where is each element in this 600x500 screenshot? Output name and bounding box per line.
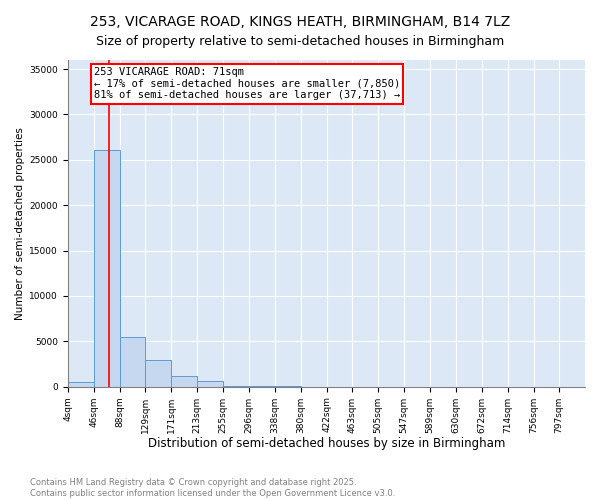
Bar bbox=[94, 150, 119, 386]
X-axis label: Distribution of semi-detached houses by size in Birmingham: Distribution of semi-detached houses by … bbox=[148, 437, 505, 450]
Bar bbox=[171, 376, 197, 386]
Text: 253, VICARAGE ROAD, KINGS HEATH, BIRMINGHAM, B14 7LZ: 253, VICARAGE ROAD, KINGS HEATH, BIRMING… bbox=[90, 15, 510, 29]
Text: Size of property relative to semi-detached houses in Birmingham: Size of property relative to semi-detach… bbox=[96, 35, 504, 48]
Bar bbox=[119, 337, 145, 386]
Bar bbox=[197, 382, 223, 386]
Bar bbox=[145, 360, 171, 386]
Bar bbox=[68, 382, 94, 386]
Y-axis label: Number of semi-detached properties: Number of semi-detached properties bbox=[15, 127, 25, 320]
Text: Contains HM Land Registry data © Crown copyright and database right 2025.
Contai: Contains HM Land Registry data © Crown c… bbox=[30, 478, 395, 498]
Text: 253 VICARAGE ROAD: 71sqm
← 17% of semi-detached houses are smaller (7,850)
81% o: 253 VICARAGE ROAD: 71sqm ← 17% of semi-d… bbox=[94, 68, 400, 100]
